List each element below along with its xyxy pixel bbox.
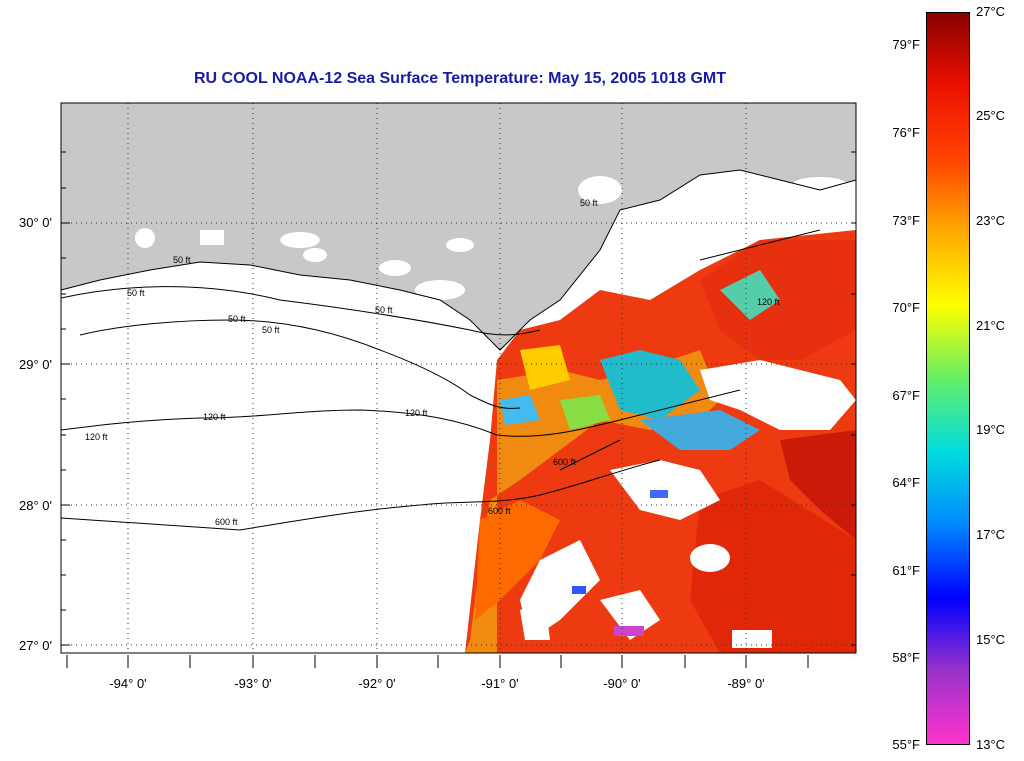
lon-label: -94° 0' xyxy=(109,676,147,691)
colorbar-f-label: 61°F xyxy=(892,563,920,578)
graticule xyxy=(61,103,856,653)
contour-label: 600 ft xyxy=(215,517,238,527)
contour-label: 50 ft xyxy=(375,305,393,315)
map-title: RU COOL NOAA-12 Sea Surface Temperature:… xyxy=(193,70,727,87)
coastline xyxy=(60,169,857,351)
colorbar-f-label: 58°F xyxy=(892,650,920,665)
contour-label: 120 ft xyxy=(405,408,428,418)
colorbar-c-label: 25°C xyxy=(976,108,1006,123)
lat-label: 30° 0' xyxy=(19,215,52,230)
colorbar-c-label: 15°C xyxy=(976,632,1006,647)
sst-data-swath xyxy=(465,230,856,653)
bathymetry-contours xyxy=(60,229,821,531)
lat-label: 27° 0' xyxy=(19,638,52,653)
colorbar-f-label: 76°F xyxy=(892,125,920,140)
lat-label: 29° 0' xyxy=(19,357,52,372)
colorbar-c-label: 21°C xyxy=(976,318,1006,333)
contour-label: 120 ft xyxy=(85,432,108,442)
inland-water xyxy=(135,176,848,300)
contour-label: 120 ft xyxy=(203,412,226,422)
land-mass xyxy=(61,103,856,350)
colorbar-c-label: 13°C xyxy=(976,737,1006,752)
contour-label: 120 ft xyxy=(757,297,780,307)
contour-label: 600 ft xyxy=(488,506,511,516)
colorbar-c-label: 23°C xyxy=(976,213,1006,228)
lat-label: 28° 0' xyxy=(19,498,52,513)
contour-label-group: 50 ft 50 ft 50 ft 50 ft 50 ft 120 ft 120… xyxy=(85,198,780,527)
colorbar-f-label: 64°F xyxy=(892,475,920,490)
map-frame xyxy=(60,102,857,654)
lon-label: -91° 0' xyxy=(481,676,519,691)
colorbar-f-label: 70°F xyxy=(892,300,920,315)
lon-label: -89° 0' xyxy=(727,676,765,691)
lon-label: -93° 0' xyxy=(234,676,272,691)
lon-label: -92° 0' xyxy=(358,676,396,691)
contour-label: 50 ft xyxy=(262,325,280,335)
lon-ticks xyxy=(66,655,809,668)
contour-label: 50 ft xyxy=(580,198,598,208)
colorbar-c-label: 19°C xyxy=(976,422,1006,437)
contour-label: 50 ft xyxy=(127,288,145,298)
colorbar-f-label: 55°F xyxy=(892,737,920,752)
lat-ticks xyxy=(61,151,856,646)
contour-label: 50 ft xyxy=(228,314,246,324)
colorbar-c-label: 27°C xyxy=(976,4,1006,19)
contour-label: 50 ft xyxy=(173,255,191,265)
colorbar-f-label: 67°F xyxy=(892,388,920,403)
colorbar-c-label: 17°C xyxy=(976,527,1006,542)
colorbar-f-label: 79°F xyxy=(892,37,920,52)
temperature-colorbar xyxy=(926,12,970,745)
contour-label: 600 ft xyxy=(553,457,576,467)
lon-label: -90° 0' xyxy=(603,676,641,691)
colorbar-f-label: 73°F xyxy=(892,213,920,228)
